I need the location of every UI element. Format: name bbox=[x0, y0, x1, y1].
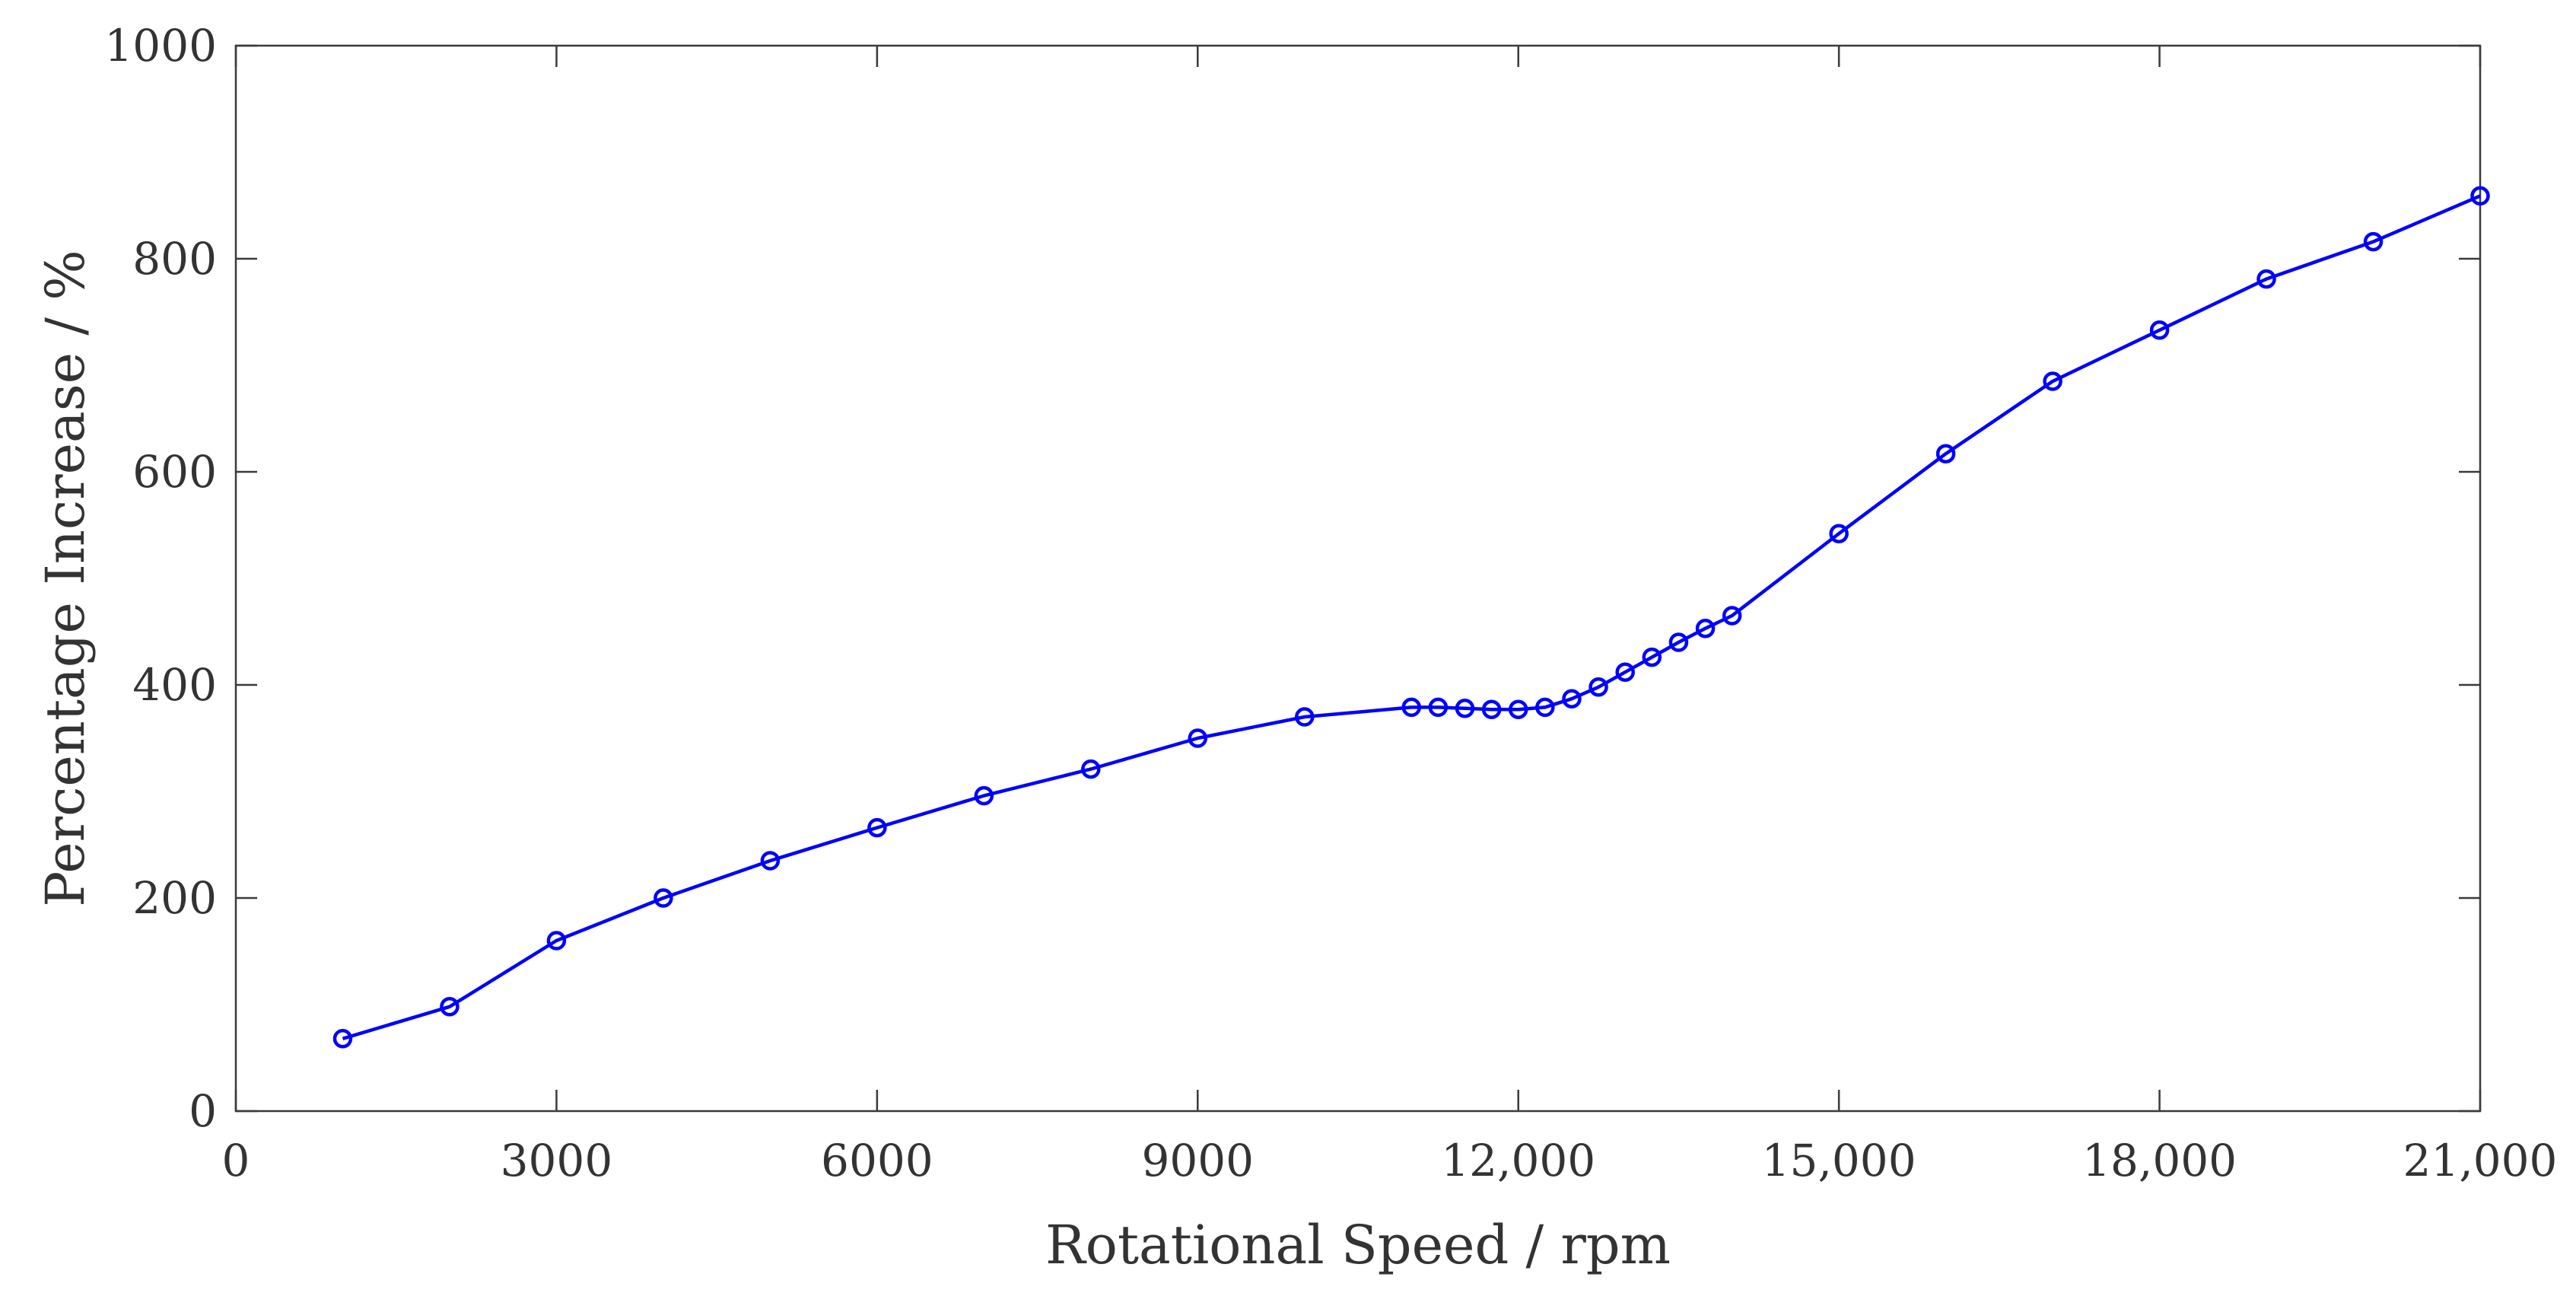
data-point bbox=[1081, 759, 1101, 779]
series-line bbox=[342, 194, 2481, 1040]
data-point bbox=[2043, 371, 2062, 391]
axis-tick-labels: 0 3000 6000 9000 12,000 15,000 18,000 21,000 0 20… bbox=[104, 20, 2557, 1186]
data-point bbox=[2256, 269, 2276, 289]
y-tick-label: 400 bbox=[132, 659, 217, 711]
data-point bbox=[1428, 697, 1449, 718]
data-point bbox=[2363, 231, 2384, 252]
data-point bbox=[1535, 697, 1555, 718]
data-point bbox=[1722, 606, 1742, 626]
data-point bbox=[1481, 699, 1502, 719]
data-series bbox=[332, 186, 2490, 1049]
x-axis-title: Rotational Speed / rpm bbox=[1045, 1214, 1671, 1276]
data-point bbox=[1589, 677, 1608, 697]
data-point bbox=[1401, 697, 1421, 718]
data-point bbox=[974, 785, 994, 806]
x-tick-label: 12,000 bbox=[1441, 1135, 1595, 1186]
data-point bbox=[1188, 728, 1208, 748]
y-tick-label: 800 bbox=[132, 233, 217, 285]
data-point bbox=[1695, 619, 1716, 638]
data-point bbox=[1562, 689, 1582, 709]
y-tick-label: 0 bbox=[189, 1085, 217, 1137]
data-point bbox=[1455, 699, 1475, 718]
data-point bbox=[760, 851, 781, 871]
y-tick-label: 200 bbox=[132, 872, 217, 924]
y-tick-label: 600 bbox=[132, 446, 217, 498]
data-point bbox=[1295, 707, 1315, 727]
x-tick-label: 6000 bbox=[821, 1135, 933, 1186]
y-tick-label: 1000 bbox=[104, 20, 217, 72]
data-point bbox=[440, 997, 460, 1017]
data-point bbox=[332, 1029, 353, 1049]
x-tick-label: 15,000 bbox=[1762, 1135, 1916, 1186]
data-point bbox=[546, 931, 567, 951]
data-point bbox=[2149, 320, 2170, 340]
data-point bbox=[654, 888, 673, 908]
x-tick-label: 18,000 bbox=[2082, 1135, 2237, 1186]
y-axis-title: Percentage Increase / % bbox=[34, 250, 97, 906]
x-tick-label: 0 bbox=[222, 1135, 250, 1186]
data-point bbox=[1935, 444, 1956, 463]
data-point bbox=[867, 817, 887, 838]
x-tick-label: 9000 bbox=[1141, 1135, 1254, 1186]
plot-frame bbox=[234, 44, 2482, 1113]
x-tick-label: 3000 bbox=[501, 1135, 613, 1186]
data-point bbox=[1615, 662, 1635, 682]
data-point bbox=[1642, 647, 1662, 667]
x-tick-label: 21,000 bbox=[2403, 1135, 2558, 1186]
data-point bbox=[1668, 632, 1689, 652]
data-point bbox=[2470, 186, 2490, 206]
data-point bbox=[1508, 699, 1528, 719]
axis-ticks bbox=[234, 44, 2482, 1113]
data-point bbox=[1829, 524, 1849, 543]
